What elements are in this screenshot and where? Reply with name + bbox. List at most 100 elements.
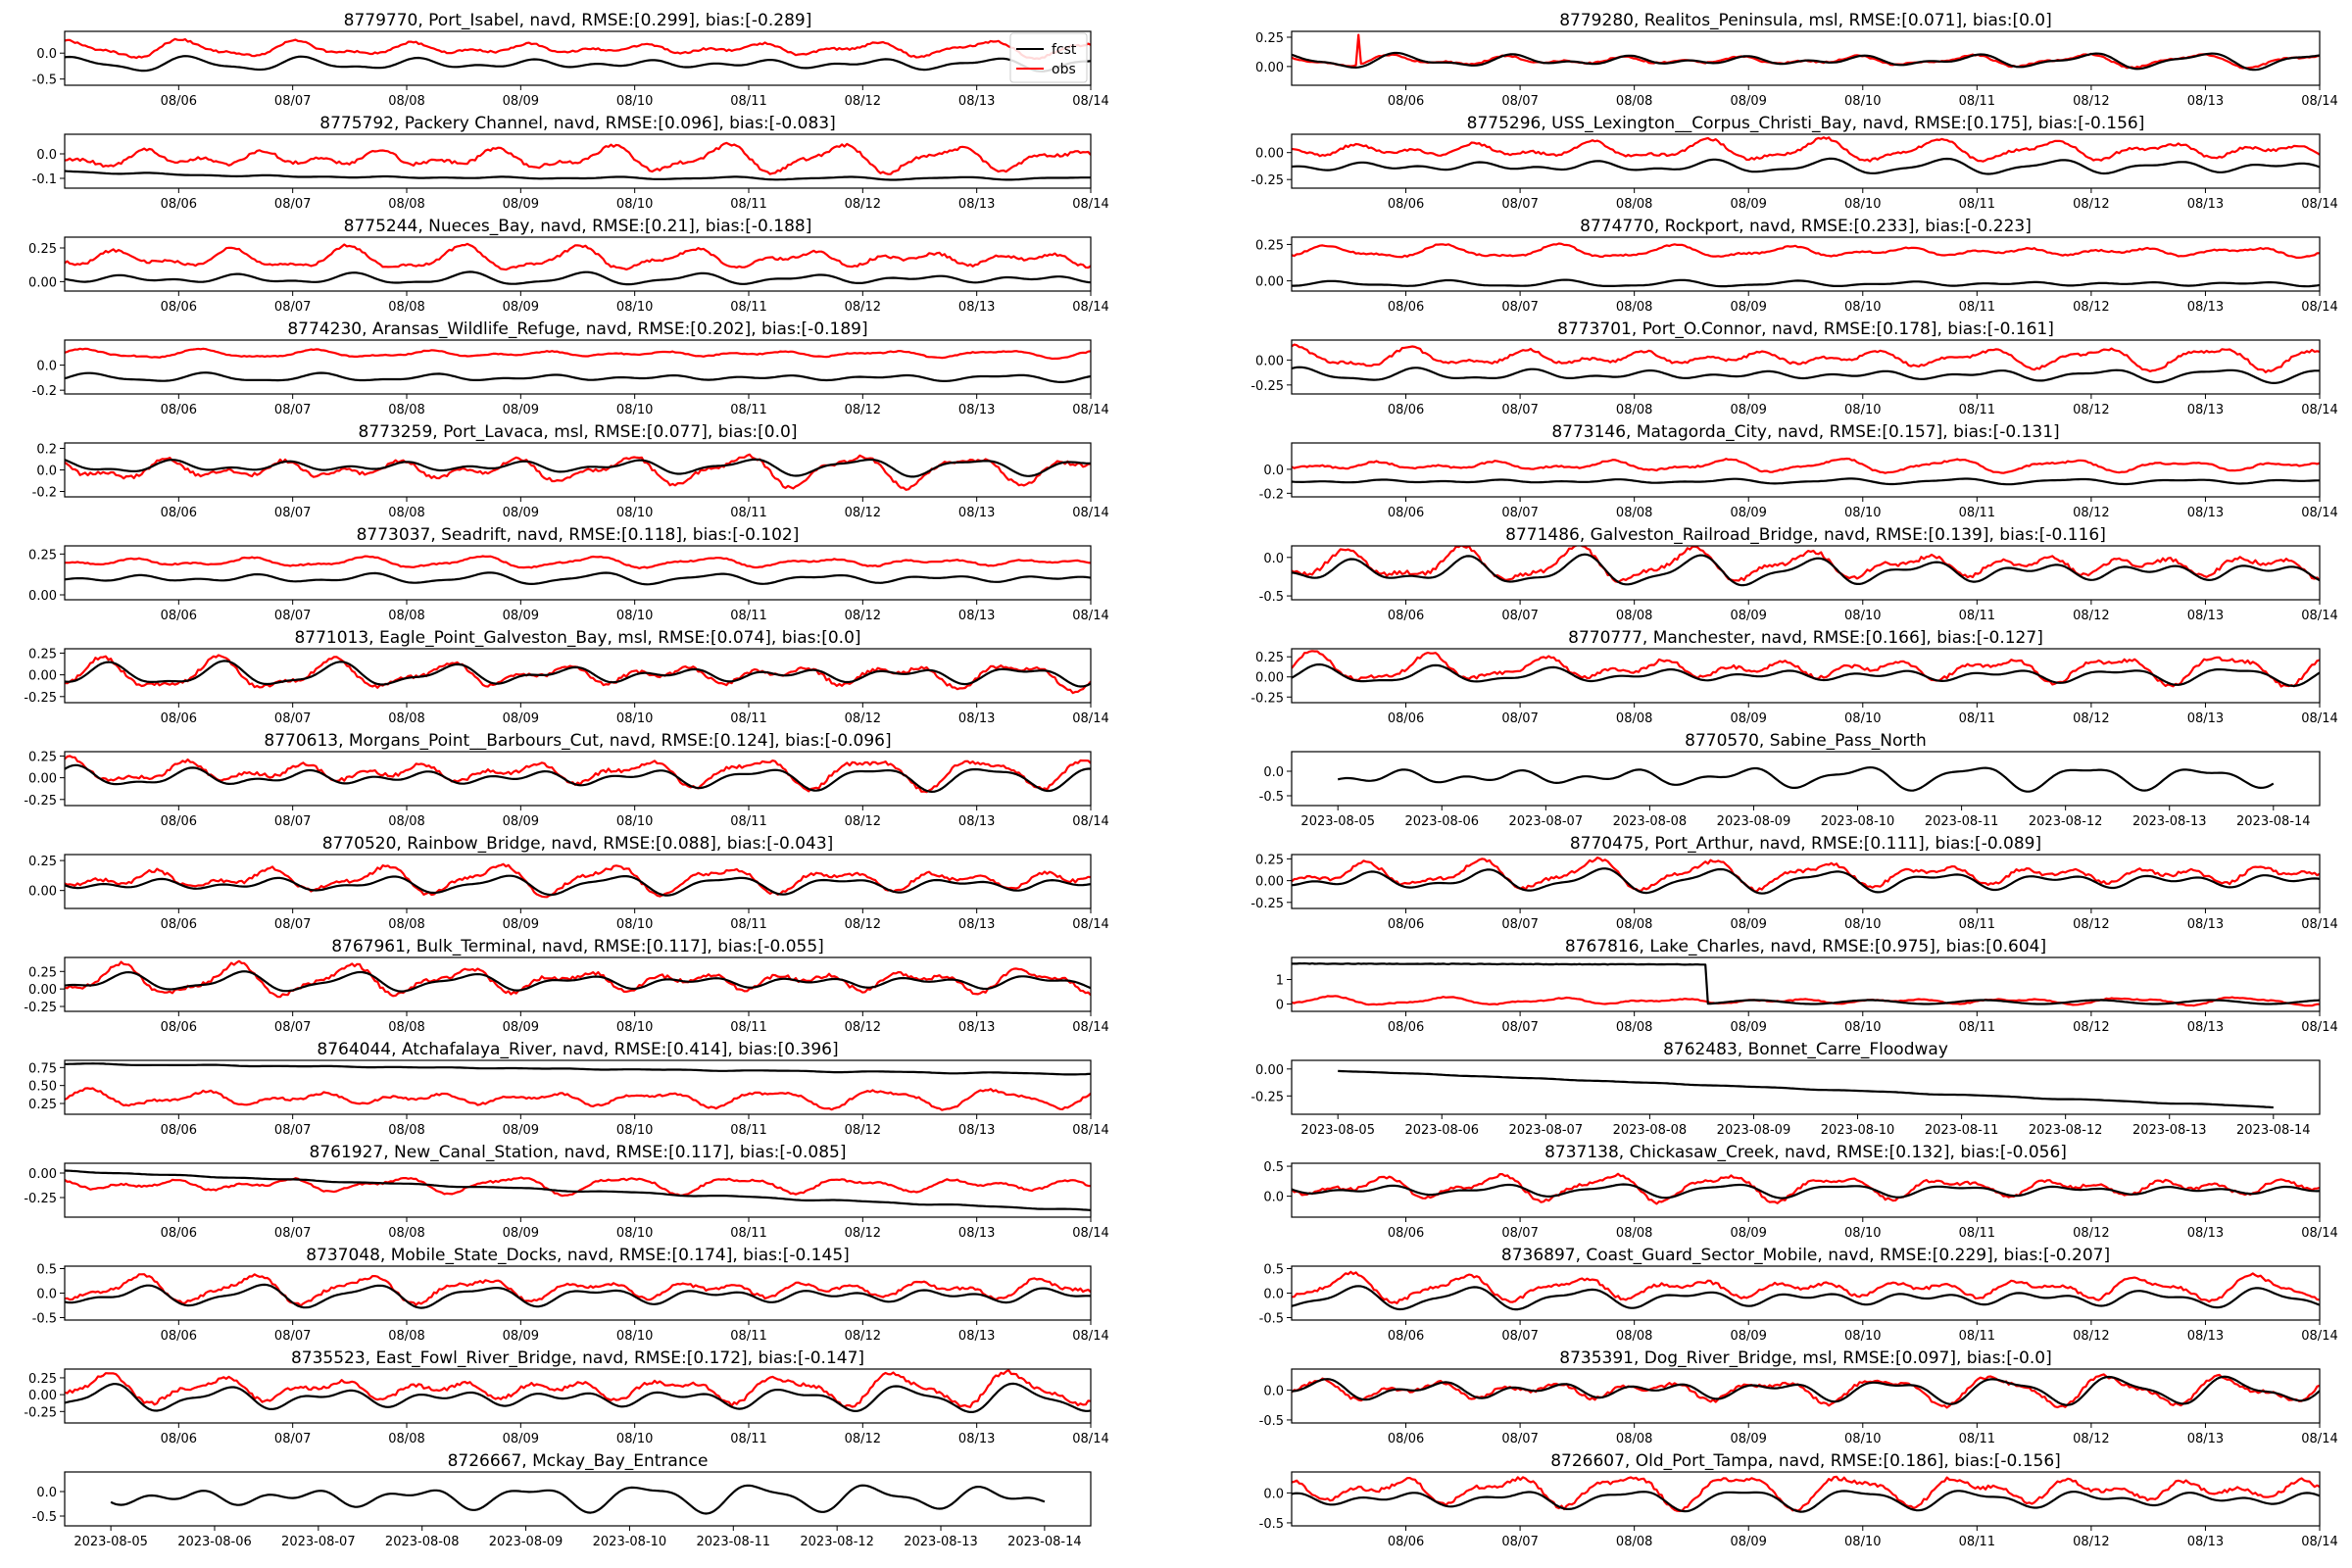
x-tick-label: 2023-08-12	[2029, 1123, 2103, 1138]
x-tick-label: 08/14	[1072, 1329, 1108, 1344]
x-tick-label: 08/06	[161, 1020, 197, 1035]
x-tick-label: 2023-08-05	[1300, 814, 1375, 829]
x-tick-label: 08/10	[1844, 94, 1881, 109]
obs-series-line	[1292, 1270, 2320, 1305]
x-tick-label: 08/11	[1959, 300, 1995, 315]
x-tick-label: 08/11	[1959, 197, 1995, 212]
x-tick-label: 2023-08-08	[1613, 814, 1688, 829]
panel-title: 8726607, Old_Port_Tampa, navd, RMSE:[0.1…	[1550, 1451, 2061, 1471]
panel-frame	[1291, 1471, 2321, 1527]
x-tick-label: 08/11	[1959, 1535, 1995, 1549]
x-tick-label: 2023-08-11	[1925, 1123, 1999, 1138]
y-tick-label: 0.00	[28, 1167, 57, 1182]
fcst-series-line	[1292, 366, 2320, 384]
panel-title: 8736897, Coast_Guard_Sector_Mobile, navd…	[1501, 1246, 2110, 1265]
y-tick-label: 0.00	[1255, 147, 1284, 162]
x-tick-label: 08/07	[274, 1432, 311, 1446]
x-tick-label: 08/12	[845, 609, 881, 623]
panel-10: 8773146, Matagorda_City, navd, RMSE:[0.1…	[1259, 422, 2338, 520]
x-tick-label: 2023-08-12	[2029, 814, 2103, 829]
y-tick-label: 1	[1276, 974, 1284, 989]
x-tick-label: 2023-08-06	[177, 1535, 252, 1549]
x-tick-label: 08/07	[274, 1226, 311, 1241]
y-tick-label: 0.0	[36, 360, 57, 374]
y-tick-label: 0.00	[28, 772, 57, 787]
x-tick-label: 08/14	[1072, 1432, 1108, 1446]
x-tick-label: 08/13	[2187, 403, 2224, 417]
fcst-series-line	[1292, 51, 2320, 72]
x-tick-label: 08/14	[1072, 197, 1108, 212]
x-tick-label: 08/09	[503, 1226, 539, 1241]
x-tick-label: 08/11	[1959, 94, 1995, 109]
panel-frame	[64, 545, 1092, 601]
y-tick-label: -0.25	[24, 1001, 57, 1015]
x-tick-label: 08/11	[730, 917, 766, 932]
x-tick-label: 08/14	[2301, 711, 2337, 726]
x-tick-label: 08/13	[958, 1226, 995, 1241]
panel-title: 8770777, Manchester, navd, RMSE:[0.166],…	[1568, 628, 2043, 648]
x-tick-label: 08/12	[845, 506, 881, 520]
y-tick-label: 0.75	[28, 1061, 57, 1076]
x-tick-label: 08/09	[503, 506, 539, 520]
x-tick-label: 08/14	[2301, 403, 2337, 417]
x-tick-label: 08/08	[388, 506, 424, 520]
y-tick-label: 0.25	[1255, 31, 1284, 46]
x-tick-label: 08/14	[2301, 300, 2337, 315]
panel-lines	[1292, 136, 2320, 175]
x-tick-label: 08/07	[274, 94, 311, 109]
x-tick-label: 08/11	[730, 94, 766, 109]
y-tick-label: -0.5	[32, 1510, 57, 1525]
x-tick-label: 08/09	[1730, 403, 1766, 417]
x-tick-label: 08/13	[2187, 609, 2224, 623]
obs-series-line	[1292, 856, 2320, 893]
x-tick-label: 08/10	[616, 1329, 653, 1344]
x-tick-label: 08/13	[958, 917, 995, 932]
x-tick-label: 08/13	[2187, 1226, 2224, 1241]
x-tick-label: 08/07	[1501, 1226, 1538, 1241]
panel-title: 8764044, Atchafalaya_River, navd, RMSE:[…	[317, 1040, 838, 1059]
x-tick-label: 08/14	[1072, 814, 1108, 829]
fcst-series-line	[110, 1484, 1046, 1515]
x-tick-label: 08/14	[2301, 1020, 2337, 1035]
x-tick-label: 08/14	[1072, 506, 1108, 520]
x-tick-label: 08/07	[1501, 1329, 1538, 1344]
panel-lines	[65, 1062, 1091, 1111]
panel-lines	[1292, 457, 2320, 486]
y-tick-label: 0.00	[1255, 275, 1284, 290]
fcst-series-line	[1292, 1285, 2320, 1311]
panel-lines	[65, 141, 1091, 181]
y-tick-label: -0.25	[1250, 173, 1284, 188]
panel-frame	[64, 133, 1092, 189]
panel-title: 8737048, Mobile_State_Docks, navd, RMSE:…	[306, 1246, 850, 1265]
y-tick-label: 0.25	[28, 855, 57, 869]
x-tick-label: 08/08	[1616, 1329, 1652, 1344]
obs-series-line	[1292, 136, 2320, 163]
panel-title: 8770570, Sabine_Pass_North	[1685, 731, 1927, 751]
x-tick-label: 2023-08-13	[904, 1535, 978, 1549]
x-tick-label: 08/07	[1501, 609, 1538, 623]
fcst-series-line	[65, 1169, 1091, 1211]
panel-frame	[1291, 956, 2321, 1012]
y-tick-label: 0.25	[1255, 651, 1284, 665]
x-tick-label: 08/06	[161, 403, 197, 417]
x-tick-label: 08/06	[1388, 711, 1424, 726]
x-tick-label: 08/08	[388, 300, 424, 315]
x-tick-label: 08/07	[1501, 917, 1538, 932]
x-tick-label: 08/06	[1388, 94, 1424, 109]
panel-lines	[65, 555, 1091, 586]
fcst-series-line	[1292, 553, 2320, 587]
y-tick-label: 0.50	[28, 1080, 57, 1095]
x-tick-label: 08/09	[1730, 917, 1766, 932]
panel-frame	[64, 30, 1092, 86]
y-tick-label: -0.5	[32, 1312, 57, 1327]
fcst-series-line	[1292, 961, 2320, 1005]
panel-26: 8736897, Coast_Guard_Sector_Mobile, navd…	[1259, 1246, 2338, 1344]
panel-title: 8767816, Lake_Charles, navd, RMSE:[0.975…	[1565, 937, 2046, 956]
panel-lines	[1292, 343, 2320, 384]
panel-title: 8774770, Rockport, navd, RMSE:[0.233], b…	[1580, 217, 2032, 236]
fcst-series-line	[65, 571, 1091, 586]
panel-title: 8767961, Bulk_Terminal, navd, RMSE:[0.11…	[331, 937, 824, 956]
panel-lines	[65, 1369, 1091, 1414]
y-tick-label: 0.25	[28, 1372, 57, 1387]
